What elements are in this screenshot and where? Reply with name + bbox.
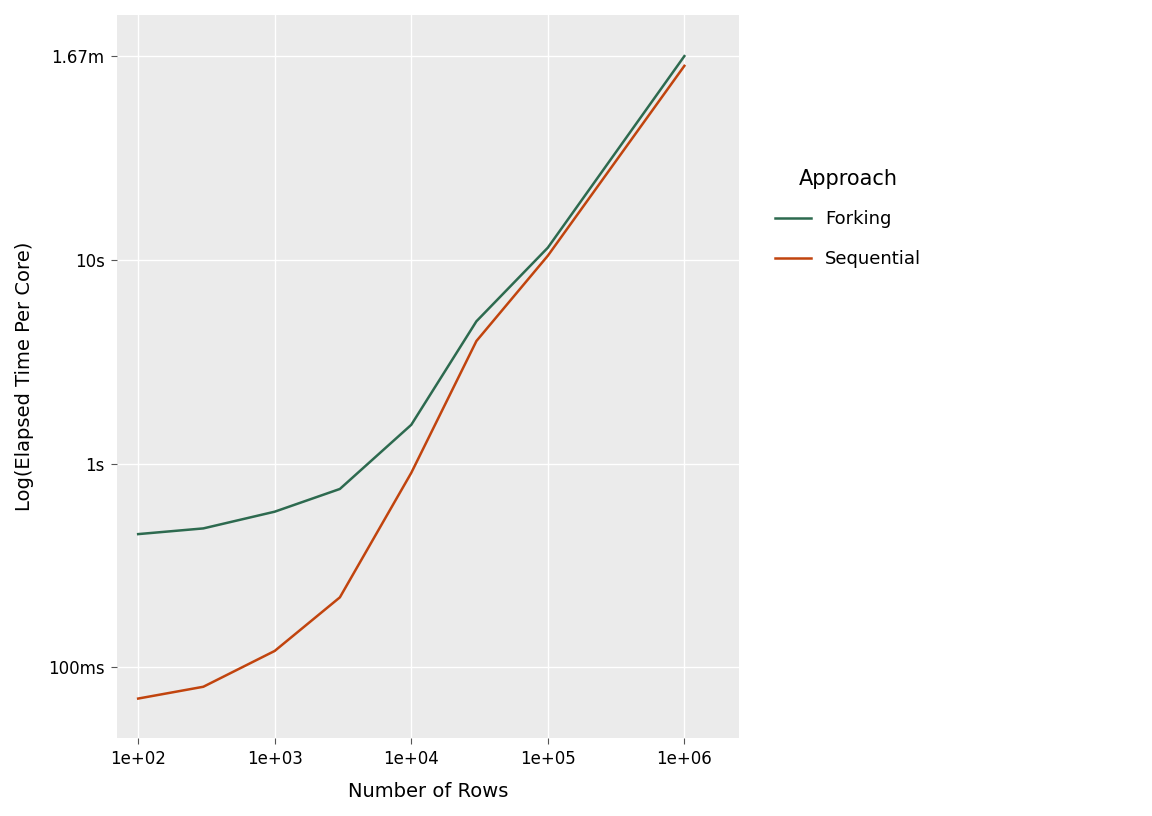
Forking [404, 420, 418, 430]
Y-axis label: Log(Elapsed Time Per Core): Log(Elapsed Time Per Core) [15, 242, 35, 511]
Line: Sequential: Sequential [138, 66, 684, 698]
Legend: Forking, Sequential: Forking, Sequential [760, 154, 935, 282]
Forking [333, 484, 347, 494]
Forking [131, 530, 145, 539]
Forking [470, 317, 484, 326]
Sequential [470, 336, 484, 346]
Sequential [131, 694, 145, 703]
Sequential [333, 592, 347, 602]
Forking [267, 507, 281, 517]
Sequential [404, 468, 418, 477]
Sequential [677, 61, 691, 71]
Forking [541, 243, 555, 253]
Sequential [196, 682, 210, 692]
Sequential [267, 646, 281, 656]
Forking [196, 524, 210, 534]
Line: Forking: Forking [138, 56, 684, 534]
Forking [677, 51, 691, 61]
Sequential [541, 251, 555, 260]
X-axis label: Number of Rows: Number of Rows [348, 782, 508, 801]
